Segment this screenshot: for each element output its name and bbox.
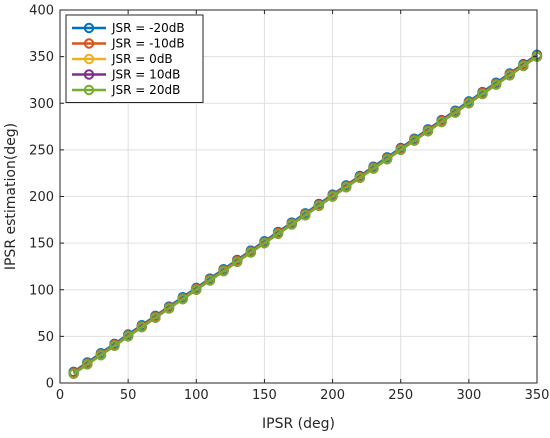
x-tick-label: 100 [184, 388, 209, 403]
data-point [68, 368, 79, 379]
data-point [272, 228, 284, 240]
y-tick-label: 400 [29, 4, 54, 19]
data-point [150, 312, 161, 323]
x-tick-label: 50 [120, 388, 137, 403]
legend-label: JSR = -10dB [111, 37, 185, 51]
legend-label: JSR = -20dB [111, 21, 185, 35]
data-point [395, 144, 406, 156]
series-line [72, 55, 538, 375]
data-point [409, 135, 420, 146]
data-point [136, 321, 147, 333]
data-point [518, 60, 529, 72]
legend-entry: JSR = 0dB [72, 52, 173, 66]
legend-entry: JSR = 20dB [72, 83, 180, 97]
legend-entry: JSR = 10dB [72, 68, 180, 82]
series-group [68, 49, 543, 379]
y-tick-label: 350 [29, 50, 54, 65]
x-tick-label: 250 [388, 388, 413, 403]
y-tick-label: 50 [37, 330, 54, 345]
legend-label: JSR = 0dB [111, 52, 173, 66]
legend-label: JSR = 10dB [111, 68, 180, 82]
data-point [300, 209, 311, 221]
data-point [450, 107, 461, 118]
legend-entry: JSR = -10dB [72, 37, 185, 51]
data-point [218, 265, 229, 277]
axis-ticks: 0 50 100 150 200 250 300 350 0 50 100 150 200 250 300 3… [29, 4, 549, 404]
x-tick-label: 300 [456, 388, 481, 403]
data-point [231, 256, 243, 267]
data-point [286, 219, 297, 230]
data-point [381, 154, 393, 165]
y-tick-label: 150 [29, 237, 54, 252]
data-point [368, 163, 379, 174]
y-tick-label: 300 [29, 97, 54, 112]
y-axis-label: IPSR estimation(deg) [3, 123, 19, 270]
data-point [354, 172, 366, 184]
y-tick-label: 200 [29, 190, 54, 205]
data-point [477, 88, 488, 100]
data-point [341, 181, 352, 193]
data-point [191, 284, 202, 295]
legend-entry: JSR = -20dB [72, 21, 185, 35]
x-tick-label: 0 [56, 388, 64, 403]
data-point [245, 247, 257, 258]
data-point [204, 275, 216, 286]
data-point [327, 191, 338, 202]
data-point [95, 349, 107, 361]
data-point [490, 79, 502, 90]
data-point [504, 70, 515, 81]
x-tick-label: 150 [252, 388, 277, 403]
data-point [259, 237, 270, 249]
data-point [163, 303, 175, 314]
data-point [109, 340, 120, 351]
y-tick-label: 0 [46, 377, 54, 392]
legend-marker [83, 38, 95, 49]
x-tick-label: 350 [525, 388, 550, 403]
x-axis-label: IPSR (deg) [262, 416, 335, 432]
legend-marker [83, 22, 95, 34]
legend-marker [83, 69, 95, 80]
data-point [313, 200, 325, 212]
x-tick-label: 200 [320, 388, 345, 403]
data-point [82, 359, 93, 370]
data-point [122, 331, 134, 342]
y-tick-label: 100 [29, 283, 54, 298]
legend-marker [83, 53, 95, 65]
legend-label: JSR = 20dB [111, 83, 180, 97]
data-point [177, 293, 188, 305]
data-point [463, 98, 475, 109]
data-point [422, 126, 434, 137]
series-4 [68, 51, 543, 379]
legend-marker [83, 84, 95, 96]
data-point [436, 116, 447, 128]
y-tick-label: 250 [29, 143, 54, 158]
